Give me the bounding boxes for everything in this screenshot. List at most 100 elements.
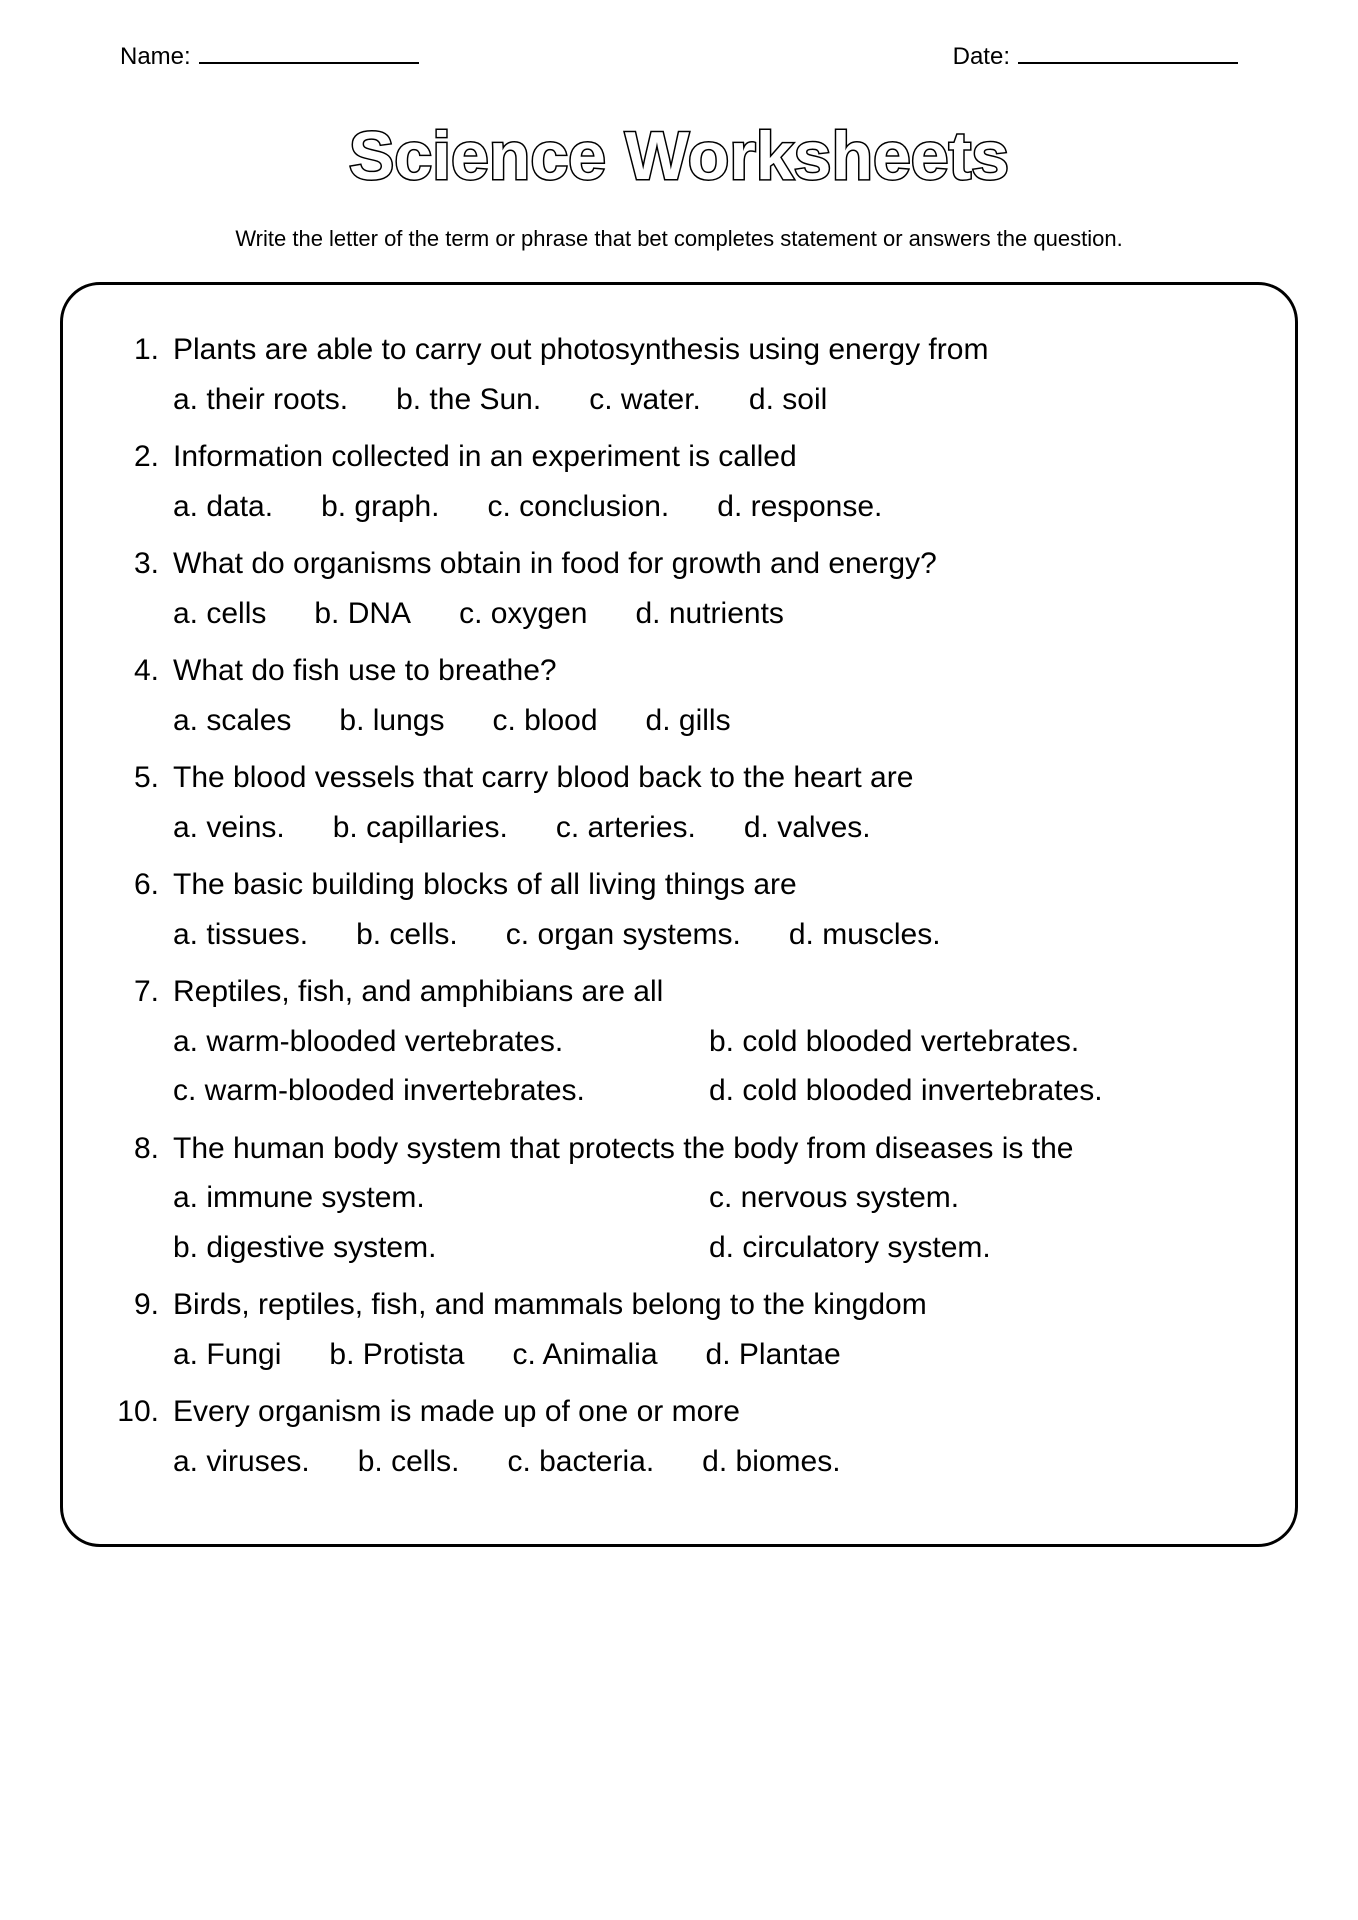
answer-option[interactable]: c. warm-blooded invertebrates.: [173, 1066, 709, 1116]
answer-option[interactable]: b. cold blooded vertebrates.: [709, 1017, 1245, 1067]
question-options: a. Fungi b. Protista c. Animalia d. Plantae: [173, 1330, 1245, 1380]
answer-option[interactable]: b. Protista: [329, 1330, 464, 1380]
worksheet-header: Name: Date:: [60, 40, 1298, 71]
question-text: Plants are able to carry out photosynthe…: [173, 325, 1245, 375]
worksheet-title: Science Worksheets: [60, 111, 1298, 206]
question-item: 6.The basic building blocks of all livin…: [113, 860, 1245, 959]
answer-option[interactable]: d. cold blooded invertebrates.: [709, 1066, 1245, 1116]
name-input-line[interactable]: [199, 40, 419, 64]
question-number: 5.: [113, 753, 173, 852]
question-body: Birds, reptiles, fish, and mammals belon…: [173, 1280, 1245, 1379]
answer-option[interactable]: b. DNA: [314, 589, 411, 639]
question-body: Information collected in an experiment i…: [173, 432, 1245, 531]
answer-option[interactable]: d. circulatory system.: [709, 1223, 1245, 1273]
question-number: 8.: [113, 1124, 173, 1273]
instructions-text: Write the letter of the term or phrase t…: [60, 226, 1298, 252]
question-number: 3.: [113, 539, 173, 638]
answer-option[interactable]: b. digestive system.: [173, 1223, 709, 1273]
answer-option[interactable]: a. viruses.: [173, 1437, 310, 1487]
question-number: 1.: [113, 325, 173, 424]
question-item: 9.Birds, reptiles, fish, and mammals bel…: [113, 1280, 1245, 1379]
question-text: Birds, reptiles, fish, and mammals belon…: [173, 1280, 1245, 1330]
answer-option[interactable]: a. data.: [173, 482, 273, 532]
question-number: 4.: [113, 646, 173, 745]
question-options: a. cells b. DNA c. oxygen d. nutrients: [173, 589, 1245, 639]
question-text: Every organism is made up of one or more: [173, 1387, 1245, 1437]
answer-option[interactable]: a. veins.: [173, 803, 285, 853]
answer-option[interactable]: c. oxygen: [459, 589, 587, 639]
answer-option[interactable]: b. lungs: [339, 696, 444, 746]
question-body: Plants are able to carry out photosynthe…: [173, 325, 1245, 424]
answer-option[interactable]: a. warm-blooded vertebrates.: [173, 1017, 709, 1067]
question-body: Reptiles, fish, and amphibians are alla.…: [173, 967, 1245, 1116]
question-number: 6.: [113, 860, 173, 959]
answer-option[interactable]: d. valves.: [744, 803, 871, 853]
question-item: 2.Information collected in an experiment…: [113, 432, 1245, 531]
question-options: a. tissues. b. cells. c. organ systems. d. …: [173, 910, 1245, 960]
name-field: Name:: [120, 40, 419, 71]
answer-option[interactable]: c. nervous system.: [709, 1173, 1245, 1223]
answer-option[interactable]: d. soil: [749, 375, 827, 425]
date-input-line[interactable]: [1018, 40, 1238, 64]
question-body: Every organism is made up of one or more…: [173, 1387, 1245, 1486]
answer-option[interactable]: d. response.: [717, 482, 882, 532]
question-options: a. warm-blooded vertebrates.b. cold bloo…: [173, 1017, 1245, 1116]
question-options: a. viruses. b. cells. c. bacteria. d. biome…: [173, 1437, 1245, 1487]
answer-option[interactable]: d. gills: [646, 696, 731, 746]
question-number: 2.: [113, 432, 173, 531]
question-text: The basic building blocks of all living …: [173, 860, 1245, 910]
question-text: The blood vessels that carry blood back …: [173, 753, 1245, 803]
answer-option[interactable]: b. capillaries.: [333, 803, 508, 853]
question-text: Reptiles, fish, and amphibians are all: [173, 967, 1245, 1017]
answer-option[interactable]: b. graph.: [321, 482, 439, 532]
question-text: The human body system that protects the …: [173, 1124, 1245, 1174]
question-options: a. scales b. lungs c. blood d. gills: [173, 696, 1245, 746]
question-number: 10.: [113, 1387, 173, 1486]
answer-option[interactable]: d. biomes.: [702, 1437, 840, 1487]
question-item: 3.What do organisms obtain in food for g…: [113, 539, 1245, 638]
question-item: 7.Reptiles, fish, and amphibians are all…: [113, 967, 1245, 1116]
question-item: 10.Every organism is made up of one or m…: [113, 1387, 1245, 1486]
question-number: 7.: [113, 967, 173, 1116]
answer-option[interactable]: b. cells.: [356, 910, 458, 960]
answer-option[interactable]: d. Plantae: [706, 1330, 841, 1380]
date-field: Date:: [953, 40, 1238, 71]
answer-option[interactable]: c. water.: [589, 375, 701, 425]
answer-option[interactable]: c. Animalia: [512, 1330, 657, 1380]
answer-option[interactable]: c. organ systems.: [506, 910, 741, 960]
question-text: What do organisms obtain in food for gro…: [173, 539, 1245, 589]
question-item: 4.What do fish use to breathe?a. scales b…: [113, 646, 1245, 745]
question-body: The basic building blocks of all living …: [173, 860, 1245, 959]
answer-option[interactable]: a. immune system.: [173, 1173, 709, 1223]
question-body: What do fish use to breathe?a. scales b. …: [173, 646, 1245, 745]
answer-option[interactable]: a. Fungi: [173, 1330, 281, 1380]
answer-option[interactable]: b. cells.: [358, 1437, 460, 1487]
answer-option[interactable]: d. nutrients: [636, 589, 784, 639]
question-body: What do organisms obtain in food for gro…: [173, 539, 1245, 638]
question-text: What do fish use to breathe?: [173, 646, 1245, 696]
date-label: Date:: [953, 43, 1010, 71]
answer-option[interactable]: c. conclusion.: [488, 482, 670, 532]
answer-option[interactable]: d. muscles.: [789, 910, 941, 960]
answer-option[interactable]: c. bacteria.: [507, 1437, 654, 1487]
question-item: 5.The blood vessels that carry blood bac…: [113, 753, 1245, 852]
question-options: a. their roots. b. the Sun. c. water. d. so…: [173, 375, 1245, 425]
question-item: 8.The human body system that protects th…: [113, 1124, 1245, 1273]
question-body: The human body system that protects the …: [173, 1124, 1245, 1273]
question-item: 1.Plants are able to carry out photosynt…: [113, 325, 1245, 424]
question-number: 9.: [113, 1280, 173, 1379]
question-options: a. veins. b. capillaries. c. arteries. d. v…: [173, 803, 1245, 853]
answer-option[interactable]: c. arteries.: [556, 803, 696, 853]
question-options: a. data. b. graph. c. conclusion. d. respon…: [173, 482, 1245, 532]
answer-option[interactable]: c. blood: [492, 696, 597, 746]
question-options: a. immune system.c. nervous system.b. di…: [173, 1173, 1245, 1272]
answer-option[interactable]: a. cells: [173, 589, 266, 639]
title-text: Science Worksheets: [349, 118, 1009, 194]
answer-option[interactable]: a. tissues.: [173, 910, 308, 960]
answer-option[interactable]: a. their roots.: [173, 375, 348, 425]
answer-option[interactable]: a. scales: [173, 696, 291, 746]
answer-option[interactable]: b. the Sun.: [396, 375, 541, 425]
question-container: 1.Plants are able to carry out photosynt…: [60, 282, 1298, 1547]
question-body: The blood vessels that carry blood back …: [173, 753, 1245, 852]
name-label: Name:: [120, 43, 191, 71]
